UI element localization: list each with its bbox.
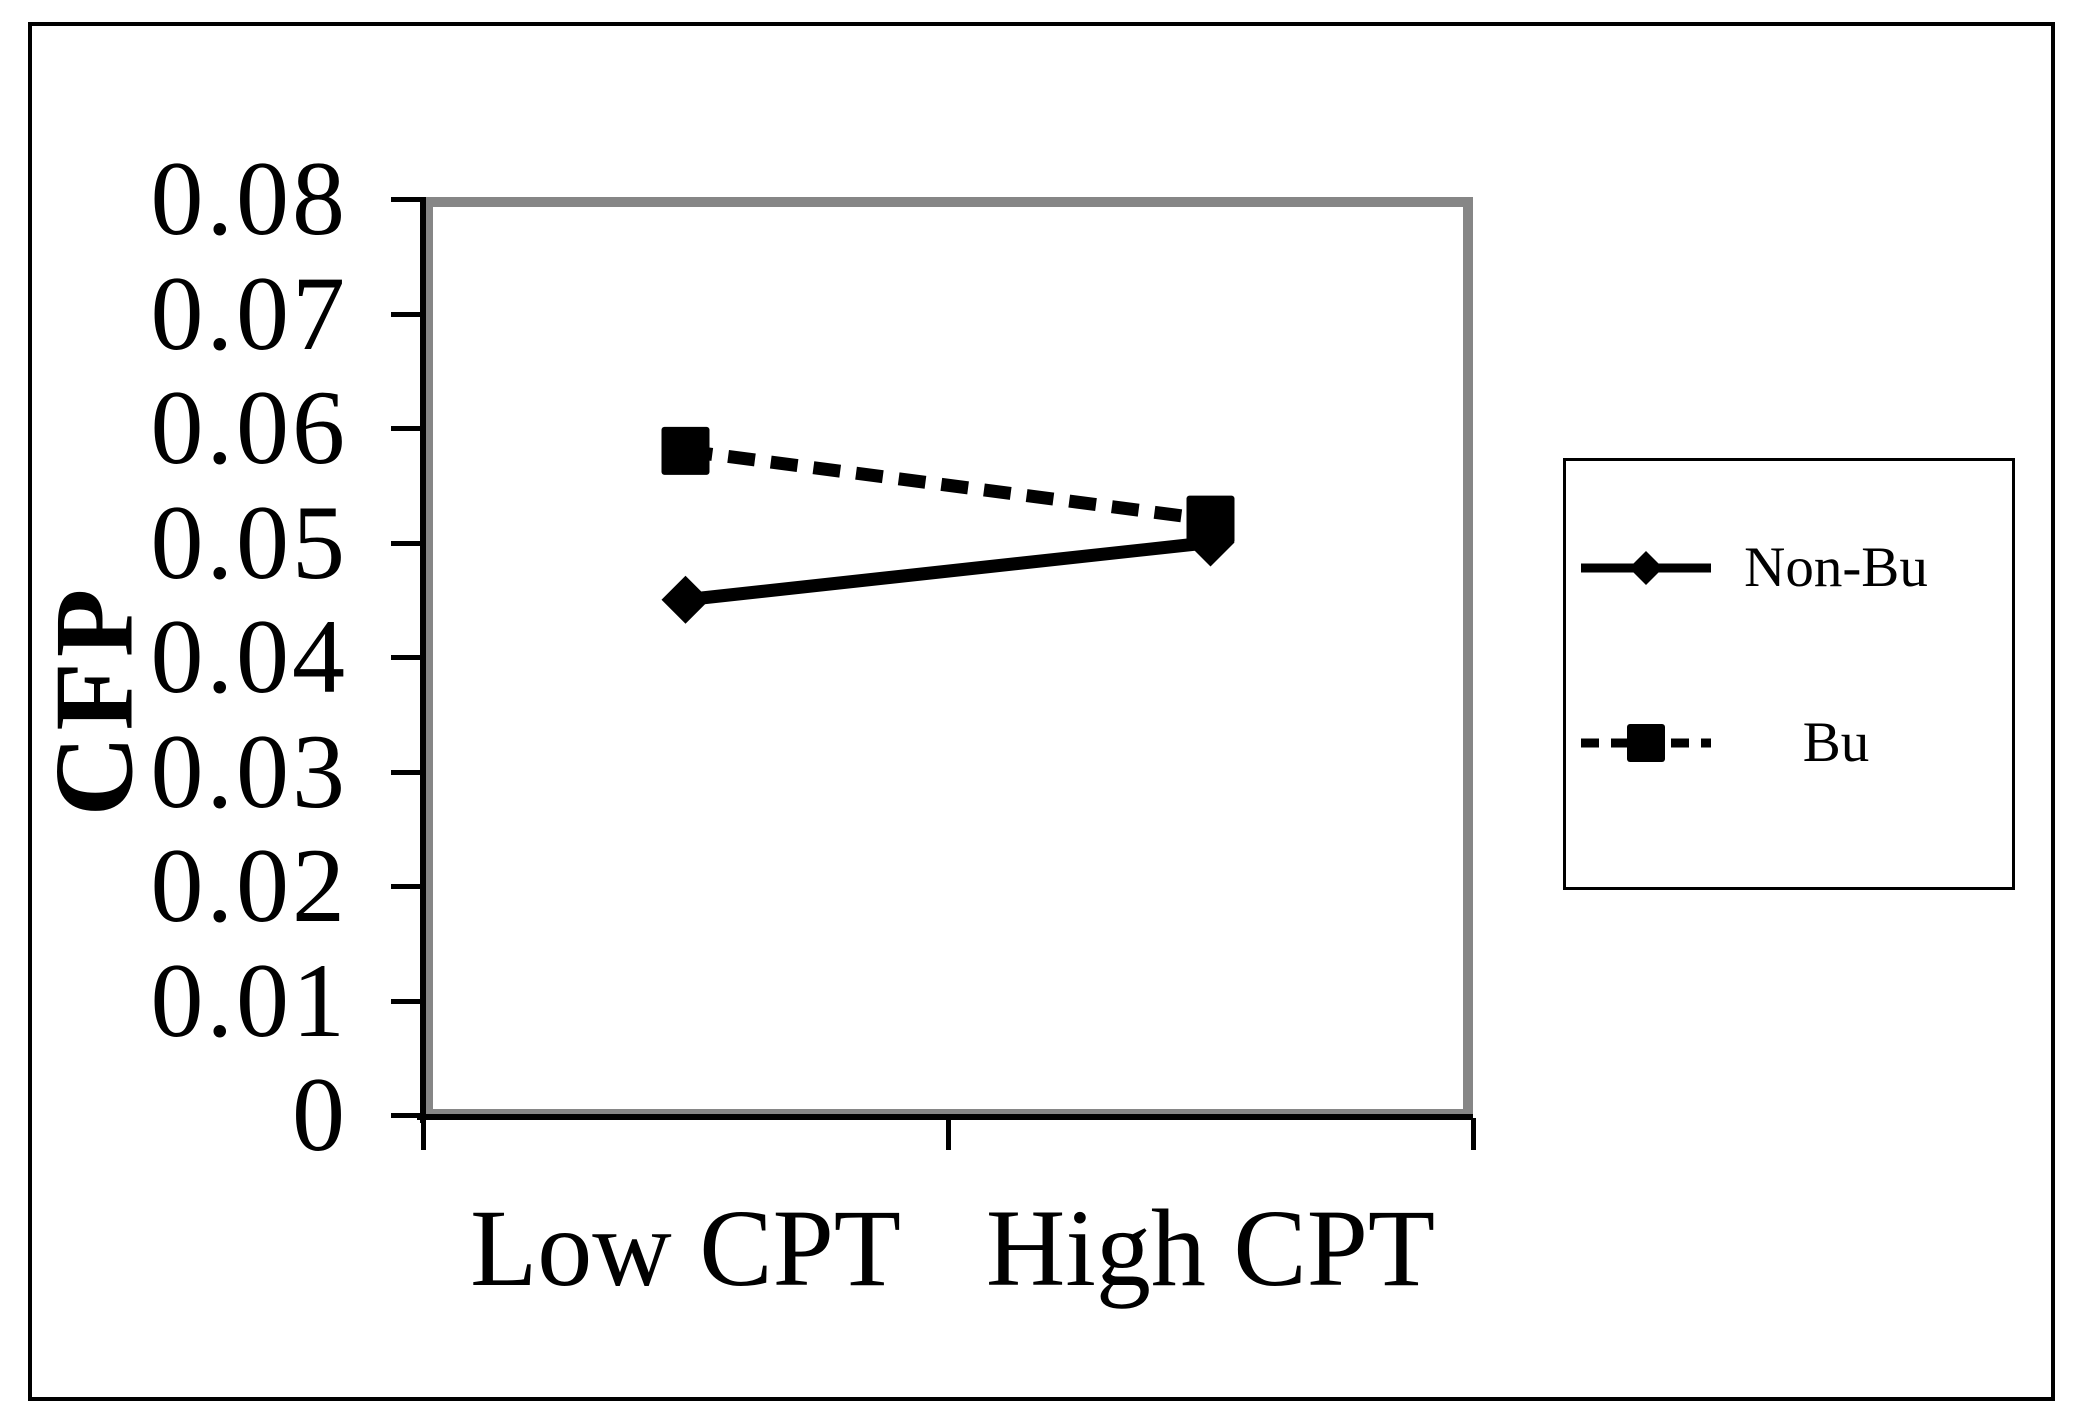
x-category-label: High CPT [985, 1187, 1436, 1309]
y-tick [391, 311, 423, 317]
y-tick [391, 426, 423, 431]
square-marker-icon [1627, 724, 1665, 762]
series-line-bu [684, 444, 1212, 527]
x-tick [946, 1118, 951, 1150]
y-tick-label: 0.07 [150, 254, 348, 372]
legend-sample-non-bu [1581, 551, 1711, 585]
y-tick [391, 998, 423, 1004]
y-tick-label: 0.04 [150, 598, 348, 715]
legend-label-bu: Bu [1802, 711, 1870, 774]
diamond-marker-icon [661, 575, 710, 624]
x-tick [1471, 1118, 1476, 1150]
y-axis-line [420, 197, 426, 1123]
diamond-marker-icon [1629, 551, 1663, 585]
y-tick-label: 0.02 [150, 827, 348, 944]
y-tick [391, 540, 423, 546]
figure-border [28, 22, 2055, 1401]
legend: Non-Bu Bu [1563, 458, 2015, 890]
y-tick [391, 655, 423, 660]
y-tick-label: 0.06 [150, 369, 348, 486]
legend-sample-bu [1581, 724, 1711, 762]
square-marker-icon [661, 426, 710, 475]
y-tick-label: 0 [292, 1056, 348, 1173]
x-category-label: Low CPT [470, 1187, 901, 1309]
y-tick [391, 884, 423, 889]
x-axis-line [417, 1114, 1473, 1120]
y-tick [391, 1113, 423, 1118]
legend-label-non-bu: Non-Bu [1744, 536, 1928, 599]
y-tick [391, 769, 423, 775]
series-line-non-bu [684, 536, 1212, 607]
y-tick-label: 0.08 [150, 140, 348, 257]
y-tick-label: 0.05 [150, 483, 348, 601]
square-marker-icon [1186, 495, 1235, 544]
plot-svg [661, 426, 1235, 624]
y-tick [391, 197, 423, 202]
y-tick-label: 0.03 [150, 712, 348, 830]
y-tick-label: 0.01 [150, 941, 348, 1059]
x-tick [421, 1118, 426, 1150]
